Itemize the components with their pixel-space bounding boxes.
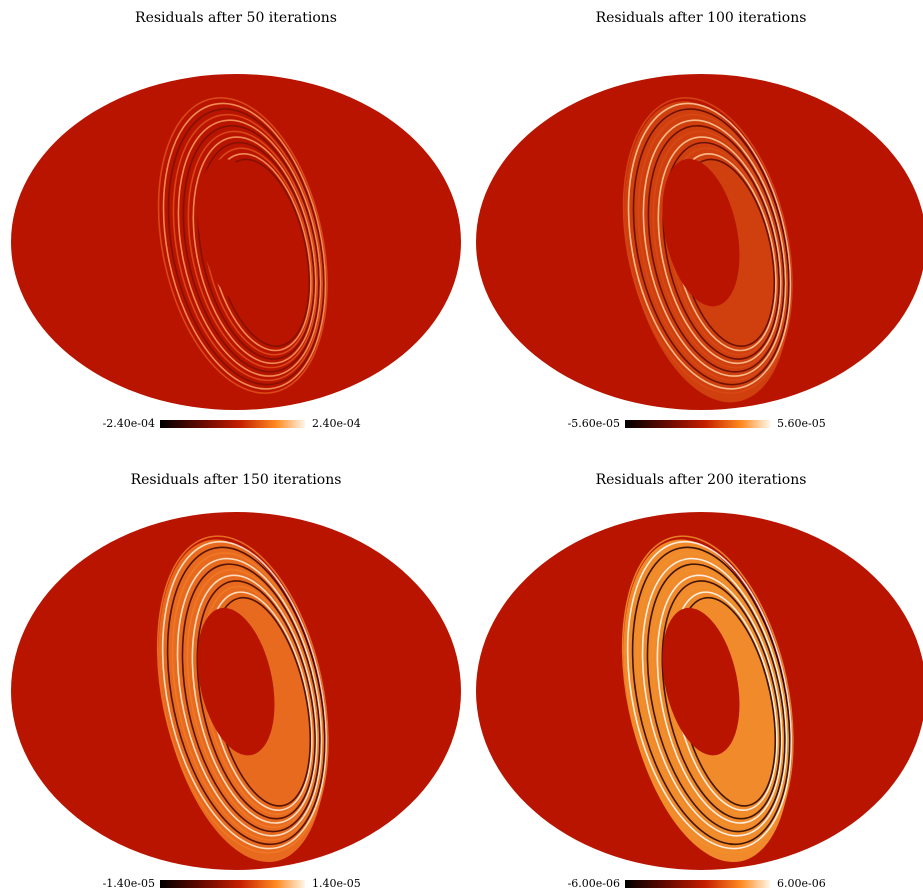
residual-ring <box>191 574 318 824</box>
residual-ring <box>166 546 326 846</box>
residual-ring <box>171 552 324 841</box>
residual-ring <box>172 113 323 382</box>
residual-ring <box>182 125 320 373</box>
residual-ring <box>621 535 794 854</box>
residual-ring <box>637 113 788 382</box>
colorbar-label: 5.60e-05 <box>777 417 826 430</box>
residual-pattern <box>156 535 329 863</box>
residual-pattern <box>621 535 794 863</box>
colorbar-label: -5.60e-05 <box>568 417 620 430</box>
residual-ring <box>646 563 786 833</box>
residual-hole <box>662 607 740 756</box>
residual-ring <box>651 568 785 829</box>
residual-ring <box>162 102 327 390</box>
residual-ring <box>661 580 781 820</box>
residual-hole <box>197 607 275 756</box>
panel-title: Residuals after 150 iterations <box>131 472 342 488</box>
panel-title: Residuals after 200 iterations <box>596 472 807 488</box>
colorbar-label: -6.00e-06 <box>568 877 620 890</box>
colorbar-label: -2.40e-04 <box>103 417 155 430</box>
residual-ring <box>631 546 791 846</box>
residual-ring <box>656 574 783 824</box>
residual-pattern <box>157 97 328 394</box>
residual-ring <box>197 141 315 360</box>
colorbar <box>625 420 770 428</box>
panel-title: Residuals after 100 iterations <box>596 10 807 26</box>
colorbar-label: -1.40e-05 <box>103 877 155 890</box>
residual-hole <box>662 158 740 307</box>
residual-ring <box>657 136 782 365</box>
residual-ring <box>622 97 793 394</box>
residual-ring <box>626 540 793 850</box>
colorbar-label: 6.00e-06 <box>777 877 826 890</box>
residual-ring <box>161 540 328 850</box>
residual-ring <box>192 136 317 365</box>
colorbar <box>625 880 770 888</box>
residual-ring <box>167 108 325 386</box>
residual-pattern <box>622 97 793 403</box>
residual-ring <box>187 130 319 369</box>
residual-ring <box>181 563 321 833</box>
colorbar-label: 1.40e-05 <box>312 877 361 890</box>
residual-ring <box>636 552 789 841</box>
residual-hole <box>197 158 275 307</box>
colorbar <box>160 420 305 428</box>
residual-ring <box>176 557 323 837</box>
residual-ring <box>662 141 780 360</box>
residual-ring <box>177 119 322 377</box>
colorbar <box>160 880 305 888</box>
residual-ring <box>196 580 316 820</box>
residual-ring <box>627 102 792 390</box>
colorbar-label: 2.40e-04 <box>312 417 361 430</box>
residual-ring <box>156 535 329 854</box>
residual-ring <box>647 125 785 373</box>
residual-ring <box>641 557 788 837</box>
residual-ring <box>186 568 320 829</box>
residual-ring <box>157 97 328 394</box>
panel-title: Residuals after 50 iterations <box>135 10 337 26</box>
residual-ring <box>652 130 784 369</box>
residual-ring <box>642 119 787 377</box>
residual-ring <box>632 108 790 386</box>
